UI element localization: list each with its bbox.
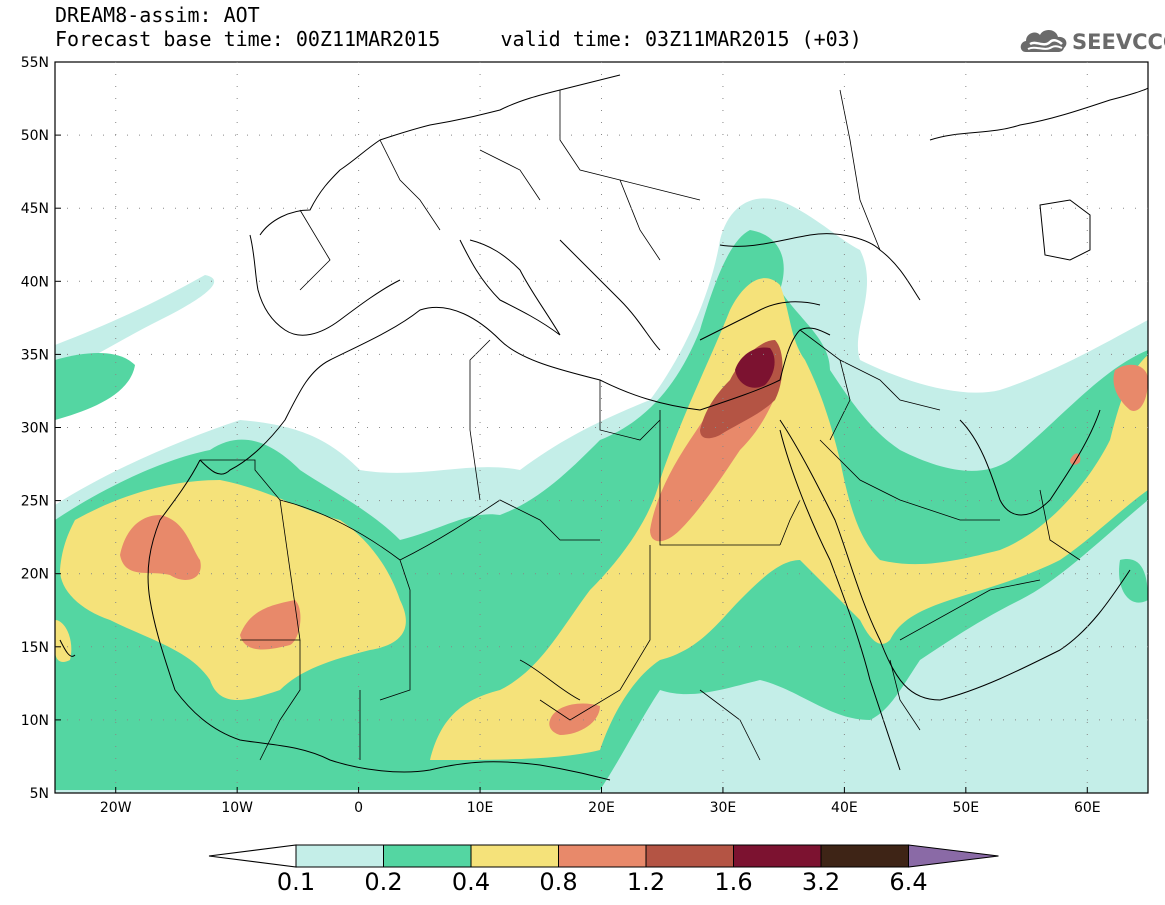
lon-label: 20W: [100, 800, 132, 816]
lat-labels: 55N 50N 45N 40N 35N 30N 25N 20N 15N 10N 5N: [21, 55, 49, 802]
lat-label: 50N: [21, 128, 49, 144]
colorbar: [208, 844, 999, 868]
chart-subtitle: Forecast base time: 00Z11MAR2015 valid t…: [55, 27, 862, 51]
colorbar-swatch: [558, 844, 647, 868]
lat-label: 40N: [21, 274, 49, 290]
lon-label: 50E: [952, 800, 979, 816]
aot-field: [55, 198, 1148, 793]
lat-label: 30N: [21, 421, 49, 437]
lat-label: 35N: [21, 347, 49, 363]
colorbar-label: 1.6: [714, 868, 753, 896]
lon-label: 0: [354, 800, 363, 816]
coastlines: [59, 74, 1148, 781]
lat-label: 5N: [30, 786, 49, 802]
lat-label: 45N: [21, 201, 49, 217]
lat-label: 55N: [21, 55, 49, 71]
lon-label: 20E: [588, 800, 615, 816]
colorbar-low-arrow: [208, 844, 297, 868]
colorbar-swatch: [733, 844, 822, 868]
logo-text: SEEVCCC: [1072, 30, 1165, 54]
colorbar-swatch: [470, 844, 559, 868]
colorbar-label: 6.4: [889, 868, 928, 896]
colorbar-swatch: [645, 844, 734, 868]
lat-label: 10N: [21, 713, 49, 729]
lat-label: 15N: [21, 640, 49, 656]
lon-label: 40E: [831, 800, 858, 816]
lon-label: 10W: [221, 800, 253, 816]
colorbar-label: 0.8: [539, 868, 578, 896]
colorbar-swatch: [820, 844, 909, 868]
colorbar-label: 1.2: [626, 868, 666, 896]
lon-labels: 20W 10W 0 10E 20E 30E 40E 50E 60E: [100, 800, 1101, 816]
colorbar-swatch: [383, 844, 472, 868]
colorbar-label: 3.2: [801, 868, 841, 896]
lon-label: 10E: [467, 800, 494, 816]
cloud-icon: [1020, 29, 1067, 52]
lon-label: 30E: [710, 800, 737, 816]
colorbar-label: 0.2: [364, 868, 403, 896]
colorbar-label: 0.4: [451, 868, 491, 896]
country-borders: [200, 89, 1081, 761]
colorbar-label: 0.1: [276, 868, 316, 896]
colorbar-swatch: [295, 844, 384, 868]
axis-ticks: [55, 61, 1088, 794]
lat-label: 20N: [21, 567, 49, 583]
colorbar-high-arrow: [908, 844, 999, 868]
seevccc-logo: SEEVCCC: [1018, 24, 1165, 56]
chart-title: DREAM8-assim: AOT: [55, 3, 260, 27]
lat-label: 25N: [21, 494, 49, 510]
lon-label: 60E: [1074, 800, 1101, 816]
aot-band-1.6: [735, 347, 775, 388]
